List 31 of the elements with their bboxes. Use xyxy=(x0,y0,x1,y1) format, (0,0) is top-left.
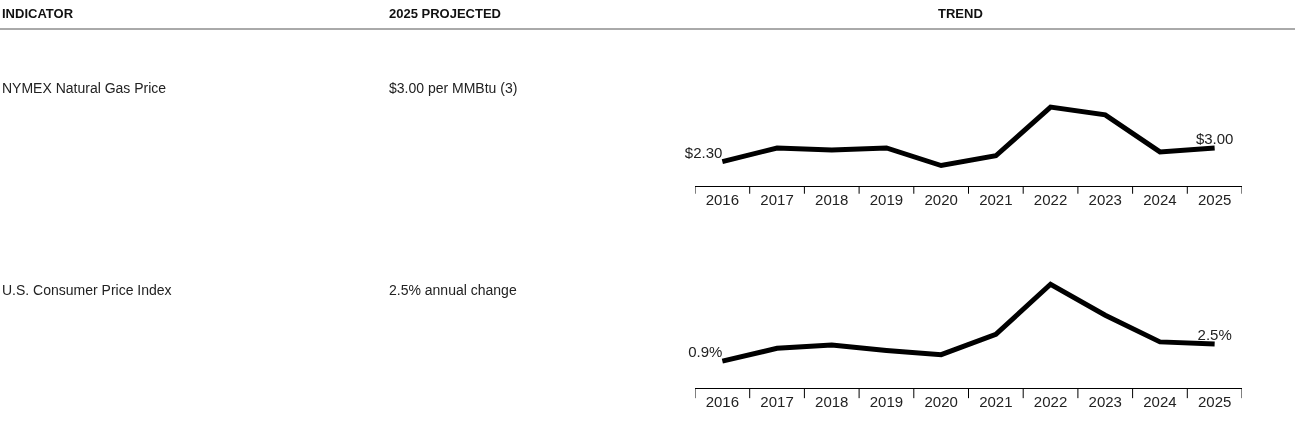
x-tick-label: 2020 xyxy=(924,393,958,410)
data-label: 0.9% xyxy=(688,343,723,361)
x-tick-label: 2024 xyxy=(1143,393,1177,410)
text: TREND xyxy=(938,6,983,21)
x-tick-label: 2021 xyxy=(979,393,1013,410)
x-tick-label: 2019 xyxy=(869,191,904,208)
text: U.S. Consumer Price Index xyxy=(2,282,172,298)
x-tick-label: 2023 xyxy=(1088,191,1122,208)
x-tick-label: 2018 xyxy=(815,191,849,208)
x-tick-label: 2025 xyxy=(1197,191,1232,208)
text: $3.00 per MMBtu (3) xyxy=(389,80,518,96)
x-tick-label: 2024 xyxy=(1143,191,1177,208)
x-tick-label: 2018 xyxy=(815,393,849,410)
text: INDICATOR xyxy=(2,6,74,21)
data-label: $2.30 xyxy=(684,143,723,161)
x-tick-label: 2021 xyxy=(979,191,1013,208)
data-label: $3.00 xyxy=(1195,130,1234,148)
text: NYMEX Natural Gas Price xyxy=(2,80,167,96)
text: 2.5% annual change xyxy=(389,282,517,298)
x-tick-label: 2017 xyxy=(760,393,794,410)
x-tick-label: 2025 xyxy=(1197,393,1232,410)
x-tick-label: 2022 xyxy=(1033,191,1068,208)
x-tick-label: 2023 xyxy=(1088,393,1122,410)
x-tick-label: 2020 xyxy=(924,191,958,208)
x-tick-label: 2022 xyxy=(1033,393,1068,410)
x-tick-label: 2017 xyxy=(760,191,794,208)
text: 2025 PROJECTED xyxy=(389,6,501,21)
x-tick-label: 2016 xyxy=(705,191,740,208)
x-tick-label: 2016 xyxy=(705,393,740,410)
x-tick-label: 2019 xyxy=(869,393,904,410)
data-label: 2.5% xyxy=(1197,326,1232,344)
